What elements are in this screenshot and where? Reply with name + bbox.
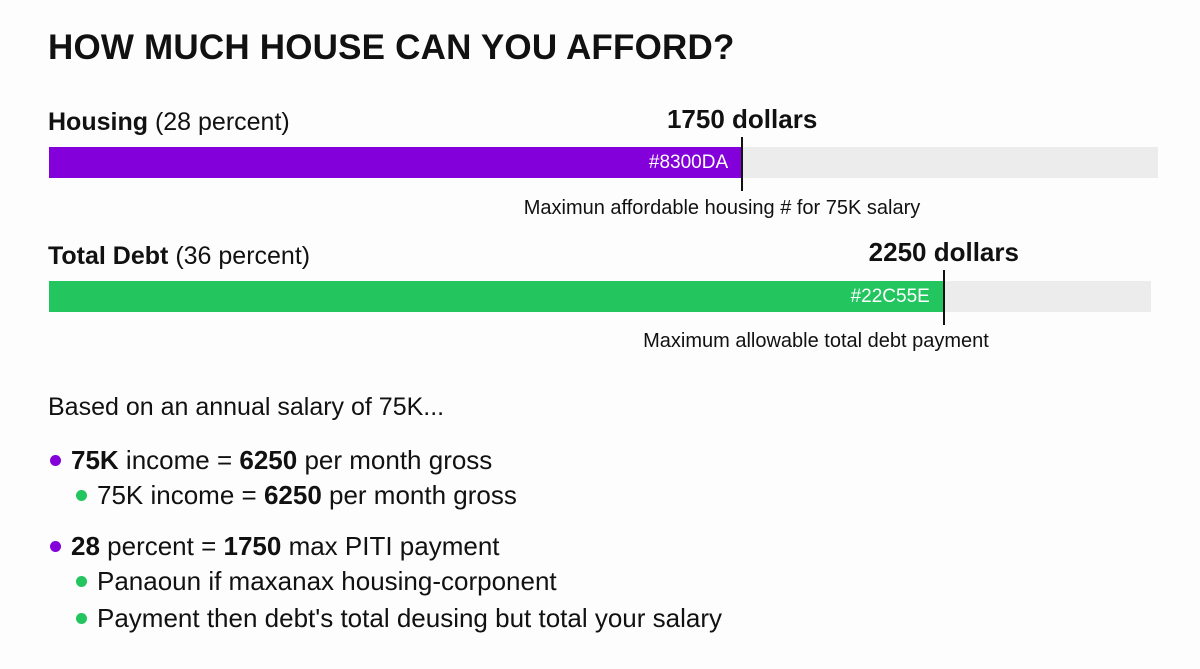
bullet-dot-icon xyxy=(50,455,61,466)
list-item: Panaoun if maxanax housing-corponent xyxy=(76,566,557,597)
text-segment: income = xyxy=(118,445,240,475)
text-segment: 75K xyxy=(97,480,144,510)
text-segment: max PITI payment xyxy=(281,531,500,561)
text-segment: per month gross xyxy=(321,480,517,510)
housing-label: Housing (28 percent) xyxy=(48,108,290,137)
text-segment: 75K xyxy=(71,445,119,475)
housing-label-rest: (28 percent) xyxy=(148,108,290,136)
list-item-text: 75K income = 6250 per month gross xyxy=(97,480,517,511)
debt-bar-fill: #22C55E xyxy=(49,281,944,312)
housing-bar-fill: #8300DA xyxy=(49,147,743,178)
bullet-dot-icon xyxy=(76,576,87,587)
list-item-text: Panaoun if maxanax housing-corponent xyxy=(97,566,557,597)
text-segment: income = xyxy=(143,480,264,510)
bullet-dot-icon xyxy=(76,490,87,501)
text-segment: 28 xyxy=(71,531,100,561)
text-segment: Payment then debt's total deusing but to… xyxy=(97,603,723,633)
text-segment: 6250 xyxy=(263,480,322,510)
housing-label-bold: Housing xyxy=(48,108,148,136)
text-segment: 6250 xyxy=(239,445,298,475)
list-item: 28 percent = 1750 max PITI payment xyxy=(50,531,500,562)
list-item-text: 75K income = 6250 per month gross xyxy=(71,445,492,476)
text-segment: percent = xyxy=(99,531,224,561)
debt-color-code: #22C55E xyxy=(850,285,930,307)
intro-text: Based on an annual salary of 75K... xyxy=(48,393,445,421)
list-item: 75K income = 6250 per month gross xyxy=(50,445,492,476)
text-segment: per month gross xyxy=(297,445,493,475)
housing-color-code: #8300DA xyxy=(648,151,729,173)
list-item: 75K income = 6250 per month gross xyxy=(76,480,517,511)
page-title: HOW MUCH HOUSE CAN YOU AFFORD? xyxy=(48,28,735,67)
text-segment: 1750 xyxy=(223,531,282,561)
bullet-dot-icon xyxy=(76,613,87,624)
debt-note: Maximum allowable total debt payment xyxy=(643,330,989,352)
text-segment: Panaoun if maxanax housing-corponent xyxy=(97,566,557,596)
housing-value-label: 1750 dollars xyxy=(666,104,818,134)
list-item: Payment then debt's total deusing but to… xyxy=(76,603,722,634)
housing-marker-line xyxy=(741,137,744,191)
debt-label-bold: Total Debt xyxy=(48,242,169,270)
debt-value-label: 2250 dollars xyxy=(868,237,1019,267)
housing-bar-track: #8300DA xyxy=(49,147,1158,178)
list-item-text: Payment then debt's total deusing but to… xyxy=(97,603,722,634)
debt-marker-line xyxy=(942,270,945,325)
housing-note: Maximun affordable housing # for 75K sal… xyxy=(523,197,921,219)
debt-label: Total Debt (36 percent) xyxy=(48,242,310,271)
bullet-dot-icon xyxy=(50,541,61,552)
debt-label-rest: (36 percent) xyxy=(168,242,311,270)
list-item-text: 28 percent = 1750 max PITI payment xyxy=(71,531,500,562)
debt-bar-track: #22C55E xyxy=(49,281,1151,312)
